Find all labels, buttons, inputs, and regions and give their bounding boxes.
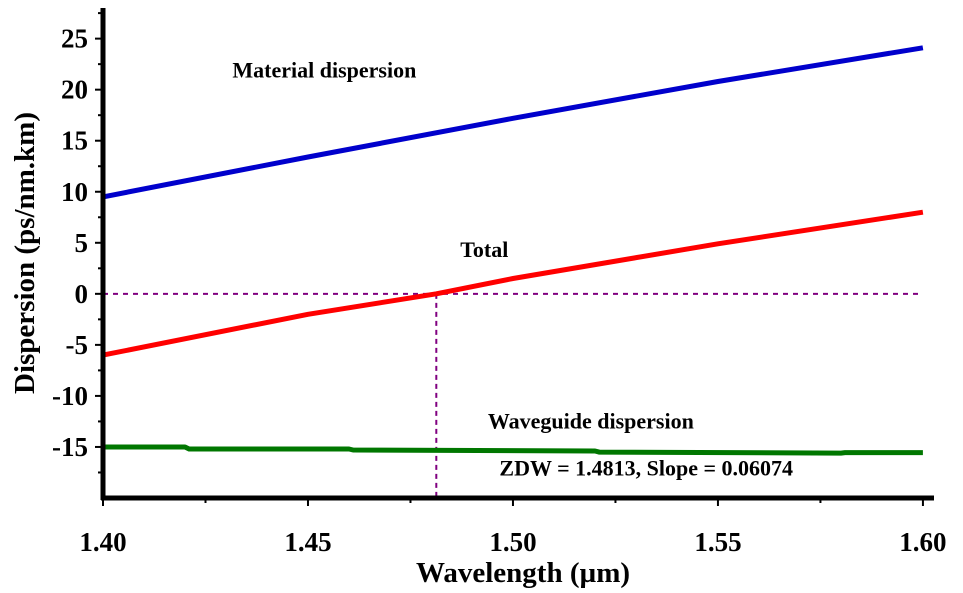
series-line-waveguide-dispersion — [103, 444, 923, 456]
y-tick-label: 25 — [61, 24, 88, 54]
series-line-total — [102, 209, 924, 358]
x-axis-title: Wavelength (µm) — [416, 557, 630, 589]
x-tick-label: 1.55 — [694, 527, 741, 557]
ticks: 1.40 1.45 1.50 1.55 1.60 -15 -10 -5 0 5 10 15 20 25 — [52, 12, 947, 557]
y-tick-label: -15 — [52, 432, 88, 462]
y-tick-label: 5 — [75, 228, 89, 258]
label-material: Material dispersion — [232, 57, 416, 82]
y-tick-label: 20 — [61, 75, 88, 105]
x-tick-label: 1.45 — [284, 527, 331, 557]
reference-lines — [103, 292, 923, 498]
y-tick-label: 15 — [61, 126, 88, 156]
annotations: Material dispersion Total Waveguide disper… — [232, 57, 793, 480]
y-tick-label: -10 — [52, 381, 88, 411]
y-tick-label: 0 — [75, 279, 89, 309]
x-tick-label: 1.60 — [899, 527, 946, 557]
series-lines — [102, 45, 924, 456]
series-line-material-dispersion — [102, 45, 924, 200]
label-zdw: ZDW = 1.4813, Slope = 0.06074 — [499, 456, 793, 481]
x-tick-label: 1.50 — [489, 527, 536, 557]
label-waveguide: Waveguide dispersion — [488, 409, 694, 434]
label-total: Total — [460, 237, 508, 262]
y-axis-title: Dispersion (ps/nm.km) — [9, 112, 41, 394]
y-tick-label: -5 — [66, 330, 89, 360]
y-tick-label: 10 — [61, 177, 88, 207]
x-tick-label: 1.40 — [79, 527, 126, 557]
